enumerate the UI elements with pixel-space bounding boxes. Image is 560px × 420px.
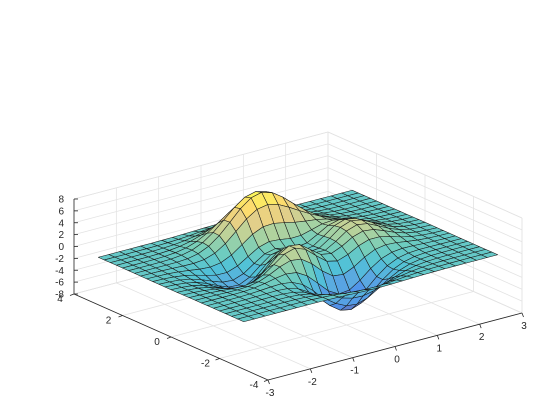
x-tick-label: 3 [521,321,527,332]
grid-line-wall-z [327,155,523,243]
grid-line-wall-z [73,143,329,212]
y-tick-label: -4 [250,380,259,391]
x-tick-label: 2 [479,332,485,343]
peaks-surface [97,189,499,323]
z-tick-label: -4 [55,266,64,277]
x-tick-label: 1 [437,343,443,354]
z-tick-label: -8 [55,290,64,301]
x-tick-mark [352,357,355,362]
z-tick-label: 2 [58,230,64,241]
z-tick-label: 6 [58,206,64,217]
grid-line-wall-z [327,131,523,219]
y-tick-mark [69,293,75,296]
x-tick-label: 0 [394,355,400,366]
z-tick-label: -2 [55,254,64,265]
x-tick-mark [394,346,397,351]
y-tick-mark [215,358,220,361]
x-tick-label: -1 [350,366,359,377]
z-tick-label: -6 [55,278,64,289]
axes-lines [69,198,524,385]
x-tick-label: -3 [266,388,275,399]
x-tick-mark [436,335,440,340]
y-tick-mark [263,379,269,382]
surface-facet [237,315,255,323]
y-tick-label: 4 [57,294,63,305]
grid-line-wall-z [73,179,329,247]
x-tick-mark [521,312,524,318]
x-tick-mark [479,324,482,329]
y-tick-label: 2 [106,316,112,327]
grid-line-wall-z [327,143,523,231]
y-tick-label: 0 [154,337,160,348]
grid-line-floor-y [219,291,474,359]
grid-line-wall-z [73,131,329,200]
grid-line-wall-z [73,155,329,224]
z-tick-label: 0 [58,242,64,253]
grid-line-wall-z [73,167,329,236]
y-tick-mark [118,315,123,318]
grid-line-wall-z [327,167,523,254]
x-tick-mark [309,368,313,373]
y-tick-label: -2 [201,359,210,370]
x-tick-label: -2 [308,377,317,388]
y-tick-mark [166,336,172,339]
z-tick-label: 8 [58,195,64,206]
x-tick-mark [267,379,270,385]
z-tick-label: 4 [58,218,64,229]
